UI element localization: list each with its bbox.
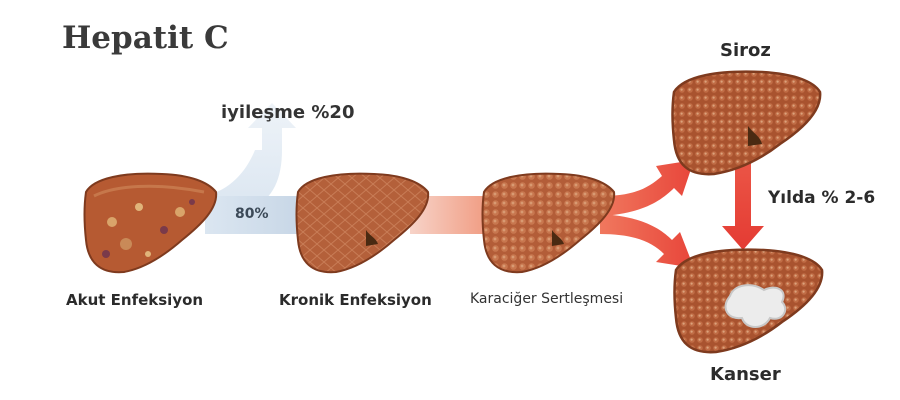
fibrosis-split-arrow [600, 160, 694, 268]
liver-fibrosis [481, 172, 616, 274]
liver-cancer [673, 248, 824, 354]
chronic-rate-label: 80% [235, 206, 269, 222]
liver-acute [83, 172, 218, 274]
recovery-flow-arrow [205, 103, 305, 234]
recovery-rate-label: iyileşme %20 [221, 102, 355, 123]
stage-label-cancer: Kanser [710, 364, 781, 385]
stage-label-cirrhosis: Siroz [720, 40, 771, 61]
stage-label-acute: Akut Enfeksiyon [66, 291, 204, 309]
liver-cirrhosis [671, 70, 822, 176]
cancer-rate-label: Yılda % 2-6 [768, 188, 876, 208]
cirrhosis-to-cancer-arrow [722, 152, 764, 250]
tumor-mass [724, 284, 787, 328]
diagram-title: Hepatit C [62, 20, 229, 56]
stage-label-chronic: Kronik Enfeksiyon [279, 291, 432, 309]
liver-chronic [295, 172, 430, 274]
stage-label-fibrosis: Karaciğer Sertleşmesi [470, 291, 624, 307]
